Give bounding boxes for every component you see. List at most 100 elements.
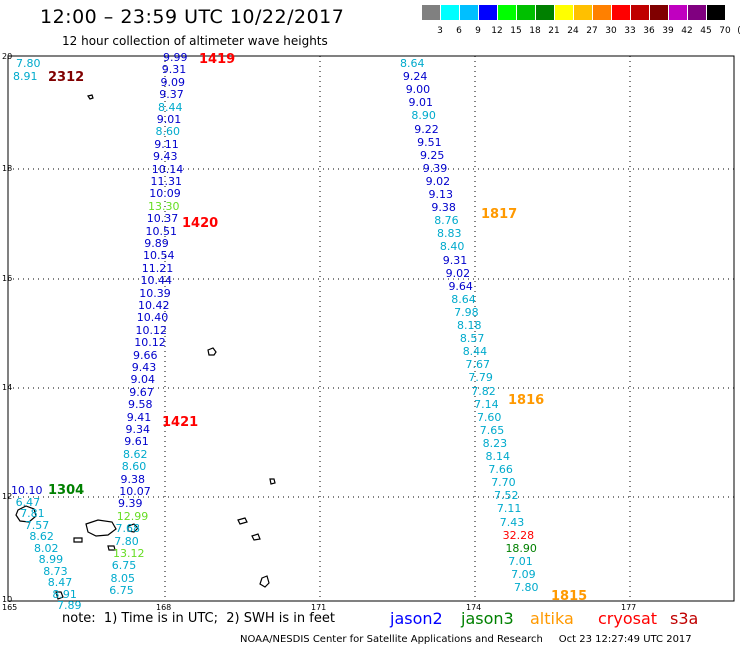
wave-height-value: 9.02 bbox=[425, 174, 451, 188]
wave-height-value: 8.83 bbox=[437, 227, 462, 241]
map-frame bbox=[7, 55, 735, 602]
wave-height-value: 9.25 bbox=[419, 148, 445, 162]
wave-height-value: 10.37 bbox=[146, 212, 179, 226]
wave-height-value: 7.57 bbox=[24, 518, 50, 532]
wave-height-value: 7.81 bbox=[20, 507, 45, 520]
legend-satellite-altika: altika bbox=[530, 609, 574, 628]
pass-time-label: 1304 bbox=[48, 483, 85, 498]
wave-height-value: 7.68 bbox=[115, 522, 141, 536]
island-outline bbox=[55, 591, 64, 600]
island-outline bbox=[269, 478, 276, 485]
wave-height-value: 9.11 bbox=[154, 137, 179, 151]
wave-height-value: 9.31 bbox=[161, 63, 187, 77]
wave-height-value: 8.02 bbox=[34, 541, 59, 555]
island-outline bbox=[259, 575, 270, 588]
scale-label: 45 bbox=[700, 26, 712, 36]
wave-height-value: 10.10 bbox=[11, 484, 43, 497]
wave-height-value: 8.18 bbox=[457, 319, 482, 332]
scale-label: 27 bbox=[586, 26, 598, 36]
pass-time-label: 1816 bbox=[508, 393, 545, 408]
wave-height-value: 9.41 bbox=[126, 410, 152, 424]
pass-time-label: 1815 bbox=[551, 589, 588, 604]
wave-height-value: 9.38 bbox=[431, 201, 456, 215]
wave-height-value: 7.70 bbox=[491, 476, 516, 490]
wave-height-value: 9.02 bbox=[445, 266, 471, 280]
scale-swatch bbox=[707, 5, 725, 20]
latitude-label: 12 bbox=[2, 492, 13, 501]
wave-height-value: 13.12 bbox=[113, 547, 145, 560]
wave-height-value: 7.98 bbox=[454, 305, 479, 319]
wave-height-value: 11.21 bbox=[141, 261, 174, 275]
scale-swatch bbox=[669, 5, 687, 20]
wave-height-value: 8.60 bbox=[155, 125, 181, 139]
scale-swatch bbox=[517, 5, 535, 20]
wave-height-value: 7.80 bbox=[16, 57, 41, 70]
wave-height-value: 8.76 bbox=[434, 214, 459, 228]
wave-height-value: 7.11 bbox=[496, 502, 522, 516]
latitude-label: 10 bbox=[2, 595, 13, 604]
wave-height-value: 9.67 bbox=[129, 385, 154, 399]
wave-height-value: 10.51 bbox=[145, 224, 178, 238]
legend-satellite-s3a: s3a bbox=[670, 609, 699, 628]
wave-height-value: 10.12 bbox=[135, 323, 168, 337]
legend-satellite-jason2: jason2 bbox=[390, 609, 443, 628]
wave-height-value: 11.31 bbox=[150, 175, 183, 188]
wave-height-value: 8.99 bbox=[38, 553, 64, 566]
scale-label: 39 bbox=[662, 26, 674, 36]
scale-swatch bbox=[612, 5, 630, 20]
wave-height-value: 9.66 bbox=[133, 348, 158, 362]
pass-time-label: 1421 bbox=[162, 415, 199, 430]
wave-height-value: 7.66 bbox=[488, 463, 513, 477]
wave-height-value: 8.64 bbox=[451, 292, 476, 306]
island-outlines bbox=[15, 94, 276, 600]
scale-label: (ft) bbox=[735, 26, 740, 36]
latitude-label: 18 bbox=[2, 164, 13, 173]
wave-height-value: 8.23 bbox=[482, 436, 508, 450]
scale-label: 24 bbox=[567, 26, 579, 36]
wave-height-value: 10.14 bbox=[151, 162, 184, 176]
wave-height-value: 6.75 bbox=[109, 584, 134, 598]
legend-note: note: 1) Time is in UTC; 2) SWH is in fe… bbox=[62, 611, 335, 626]
latitude-label: 16 bbox=[2, 274, 13, 283]
wave-height-value: 9.37 bbox=[159, 88, 184, 102]
wave-height-value: 8.91 bbox=[13, 70, 38, 83]
wave-height-value: 9.43 bbox=[153, 150, 178, 164]
wave-height-value: 7.80 bbox=[114, 534, 139, 548]
scale-label: 30 bbox=[605, 26, 617, 36]
wave-height-value: 9.22 bbox=[414, 122, 439, 136]
scale-swatch bbox=[555, 5, 573, 20]
wave-height-value: 9.09 bbox=[160, 75, 186, 89]
wave-height-value: 10.44 bbox=[140, 274, 173, 288]
wave-height-value: 8.73 bbox=[43, 564, 68, 578]
latitude-label: 14 bbox=[2, 383, 13, 392]
longitude-label: 177 bbox=[621, 603, 637, 612]
island-outline bbox=[107, 545, 116, 551]
wave-height-value: 7.52 bbox=[494, 489, 519, 503]
page-title: 12:00 – 23:59 UTC 10/22/2017 bbox=[40, 6, 345, 28]
wave-height-value: 9.01 bbox=[156, 113, 182, 126]
wave-height-value: 9.61 bbox=[124, 435, 149, 449]
page-subtitle: 12 hour collection of altimeter wave hei… bbox=[62, 34, 328, 48]
wave-height-value: 7.60 bbox=[476, 410, 502, 424]
wave-height-value: 8.44 bbox=[462, 345, 488, 359]
wave-height-value: 7.43 bbox=[499, 515, 525, 529]
wave-height-value: 9.43 bbox=[131, 361, 157, 374]
wave-height-value: 32.28 bbox=[502, 528, 535, 542]
wave-height-value: 8.40 bbox=[439, 240, 465, 254]
wave-height-value: 8.14 bbox=[485, 450, 511, 463]
pass-time-label: 2312 bbox=[48, 70, 85, 85]
scale-label: 42 bbox=[681, 26, 693, 36]
wave-height-value: 9.04 bbox=[130, 373, 156, 387]
wave-height-value: 8.62 bbox=[123, 447, 148, 461]
wave-height-value: 6.47 bbox=[15, 495, 41, 509]
scale-label: 9 bbox=[475, 26, 481, 36]
scale-swatch bbox=[460, 5, 478, 20]
wave-height-value: 7.82 bbox=[471, 384, 496, 398]
wave-height-value: 8.57 bbox=[459, 332, 485, 346]
island-outline bbox=[73, 537, 83, 543]
wave-height-value: 8.91 bbox=[52, 587, 77, 601]
wave-height-value: 8.44 bbox=[158, 100, 183, 114]
scale-label: 21 bbox=[548, 26, 560, 36]
pass-time-label: 1420 bbox=[182, 216, 219, 231]
